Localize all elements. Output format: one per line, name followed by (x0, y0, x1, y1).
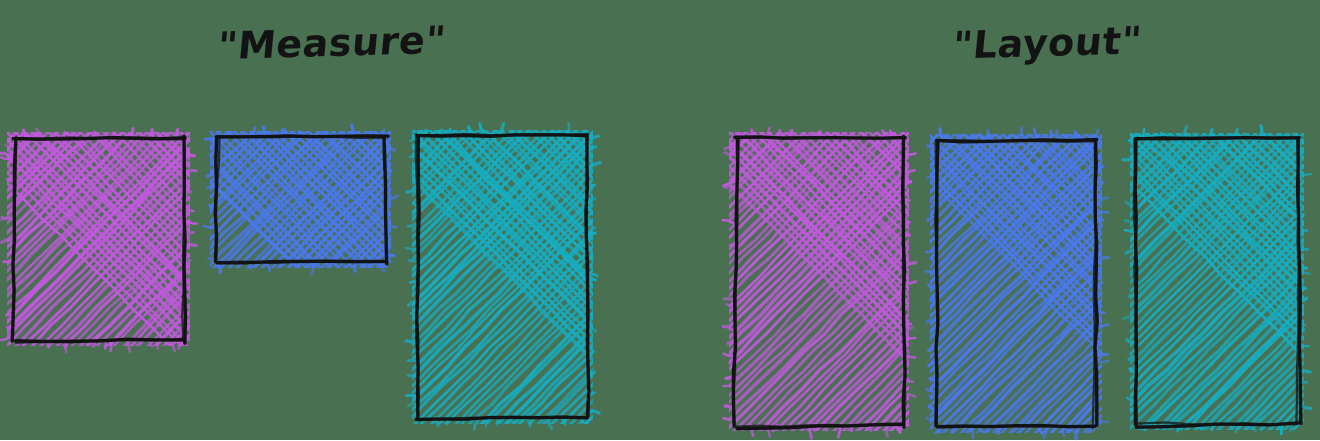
measure-box-blue (202, 123, 400, 276)
layout-box-magenta (721, 126, 918, 440)
layout-box-blue-frame (933, 137, 1099, 430)
measure-box-blue-hatch (202, 123, 400, 276)
group-title-measure: "Measure" (215, 17, 448, 69)
layout-box-magenta-hatch (721, 126, 918, 440)
layout-box-blue-hatch (924, 126, 1111, 441)
layout-box-blue (924, 126, 1111, 441)
measure-box-magenta-frame (10, 134, 188, 345)
measure-box-blue-frame (213, 134, 390, 266)
measure-box-teal-frame (414, 132, 591, 422)
group-title-layout: "Layout" (950, 18, 1144, 68)
measure-box-teal (403, 122, 602, 431)
measure-box-magenta-hatch (0, 126, 199, 354)
measure-box-teal-hatch (403, 122, 602, 431)
layout-box-teal (1121, 124, 1313, 436)
layout-box-teal-hatch (1121, 124, 1313, 436)
layout-box-magenta-frame (731, 134, 907, 431)
layout-box-teal-frame (1132, 135, 1303, 429)
measure-box-magenta (0, 126, 199, 354)
